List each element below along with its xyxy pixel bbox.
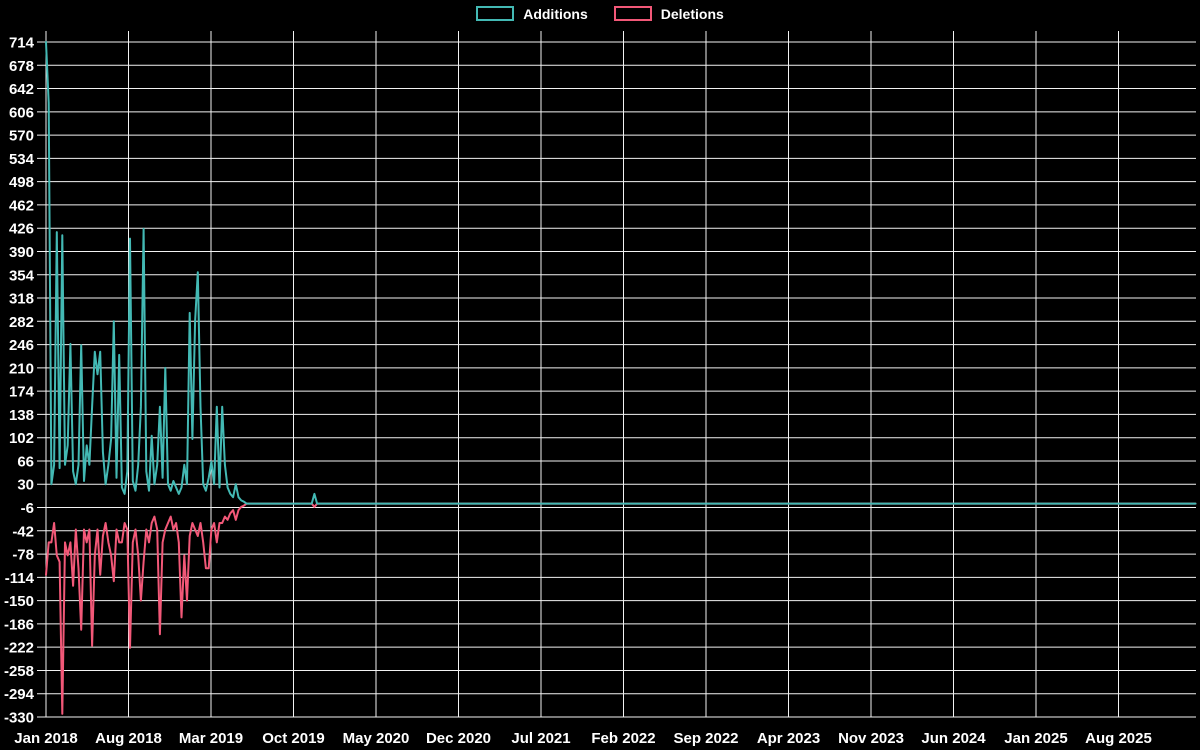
y-tick-label: -294 — [4, 686, 35, 703]
x-tick-label: Jul 2021 — [511, 730, 570, 747]
x-tick-label: Jan 2018 — [14, 730, 77, 747]
x-tick-label: Feb 2022 — [591, 730, 655, 747]
x-tick-label: May 2020 — [343, 730, 410, 747]
y-tick-label: 174 — [9, 384, 35, 401]
x-tick-label: Nov 2023 — [838, 730, 904, 747]
y-tick-label: -42 — [12, 523, 34, 540]
y-tick-label: -114 — [5, 570, 35, 587]
y-tick-label: -258 — [4, 663, 34, 680]
y-tick-label: 534 — [9, 151, 35, 168]
deletions-line — [45, 502, 1197, 715]
additions-line — [45, 41, 1197, 505]
x-tick-label: Mar 2019 — [179, 730, 243, 747]
y-tick-label: 282 — [9, 314, 34, 331]
x-tick-label: Aug 2018 — [95, 730, 162, 747]
y-tick-label: 354 — [9, 267, 35, 284]
y-tick-label: 426 — [9, 221, 34, 238]
chart-legend: Additions Deletions — [0, 6, 1200, 21]
legend-item-additions[interactable]: Additions — [476, 6, 588, 21]
y-tick-label: 642 — [9, 81, 34, 98]
x-tick-label: Sep 2022 — [673, 730, 738, 747]
x-tick-label: Dec 2020 — [426, 730, 491, 747]
legend-label-deletions: Deletions — [660, 5, 724, 22]
y-tick-label: 678 — [9, 58, 34, 75]
y-tick-label: 714 — [9, 35, 35, 52]
y-tick-label: -330 — [4, 710, 34, 727]
y-tick-label: 210 — [9, 360, 34, 377]
y-tick-label: 30 — [17, 477, 34, 494]
legend-item-deletions[interactable]: Deletions — [613, 5, 724, 22]
y-tick-label: 390 — [9, 244, 34, 261]
y-tick-label: 318 — [9, 291, 34, 308]
y-tick-label: 246 — [9, 337, 34, 354]
legend-label-additions: Additions — [523, 5, 588, 22]
y-tick-label: -150 — [4, 593, 34, 610]
x-tick-label: Apr 2023 — [757, 730, 820, 747]
x-tick-label: Aug 2025 — [1085, 730, 1152, 747]
x-tick-label: Oct 2019 — [262, 730, 325, 747]
x-tick-label: Jan 2025 — [1004, 730, 1067, 747]
y-tick-label: 138 — [9, 407, 34, 424]
y-tick-label: 66 — [17, 453, 34, 470]
deletions-swatch-icon — [613, 6, 652, 21]
y-tick-label: 606 — [9, 104, 34, 121]
y-tick-label: 462 — [9, 197, 34, 214]
y-tick-label: 498 — [9, 174, 34, 191]
y-tick-label: -186 — [4, 616, 34, 633]
y-tick-label: -222 — [4, 640, 34, 657]
y-tick-label: 102 — [9, 430, 34, 447]
additions-swatch-icon — [476, 6, 515, 21]
y-tick-label: 570 — [9, 128, 34, 145]
y-tick-label: -78 — [12, 547, 34, 564]
x-tick-label: Jun 2024 — [921, 730, 986, 747]
y-tick-label: -6 — [21, 500, 34, 517]
